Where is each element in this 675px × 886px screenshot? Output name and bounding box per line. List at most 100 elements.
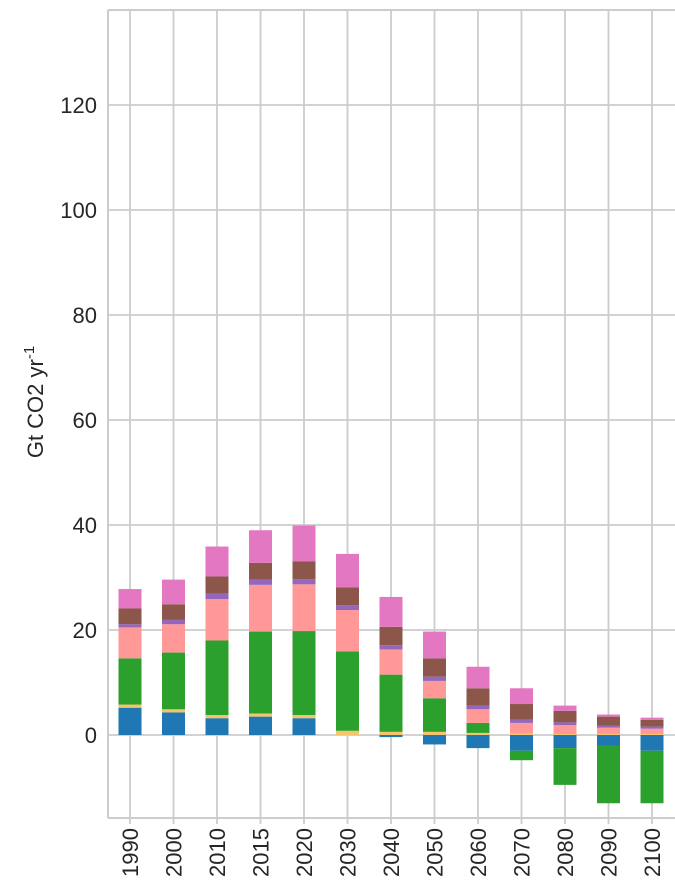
x-tick-label: 2090	[597, 828, 622, 877]
bar-segment-purple	[510, 719, 533, 723]
bar-segment-blue	[553, 735, 577, 749]
bar-segment-pink	[379, 596, 403, 627]
bar-segment-pink	[162, 579, 185, 605]
bar-segment-salmon	[640, 728, 664, 734]
bar-segment-blue	[162, 712, 185, 735]
x-tick-label: 2015	[249, 828, 274, 877]
x-tick-label: 2030	[336, 828, 361, 877]
bar-segment-green	[162, 652, 185, 710]
bar-segment-brown	[379, 626, 403, 646]
bar-segment-blue	[379, 735, 403, 738]
bar-segment-yellow	[205, 715, 229, 719]
bar-segment-salmon	[205, 599, 229, 641]
bar-segment-brown	[510, 704, 533, 720]
bar-segment-purple	[597, 725, 620, 728]
bar-segment-pink	[640, 717, 664, 720]
bar-segment-yellow	[640, 733, 664, 735]
bar-segment-green	[118, 658, 142, 705]
bar-segment-pink	[466, 666, 490, 689]
bar-segment-purple	[118, 624, 142, 628]
bar-segment-blue	[292, 718, 316, 735]
bar-segment-salmon	[118, 627, 142, 659]
bar-segment-salmon	[379, 649, 403, 675]
bar-segment-blue	[423, 735, 446, 745]
bar-segment-purple	[292, 579, 316, 585]
bar-segment-green	[466, 722, 490, 733]
y-tick-label: 0	[85, 723, 97, 748]
bar-segment-purple	[205, 593, 229, 600]
bar-segment-yellow	[597, 733, 620, 735]
y-tick-label: 80	[73, 303, 97, 328]
x-tick-label: 2070	[510, 828, 535, 877]
bar-segment-green	[336, 651, 359, 731]
bar-segment-purple	[466, 705, 490, 710]
bar-segment-purple	[553, 722, 577, 726]
bar-segment-brown	[423, 658, 446, 677]
bar-segment-salmon	[466, 709, 490, 723]
bar-segment-brown	[553, 710, 577, 723]
bar-segment-brown	[249, 562, 272, 580]
bar-segment-blue	[510, 735, 533, 751]
bar-segment-brown	[118, 608, 142, 625]
bar-segment-yellow	[118, 704, 142, 708]
bar-segment-salmon	[597, 727, 620, 734]
bar-segment-brown	[640, 719, 664, 727]
bar-segment-yellow	[423, 731, 446, 735]
bar-segment-blue	[640, 735, 664, 751]
bar-segment-pink	[423, 631, 446, 659]
bar-segment-green	[423, 698, 446, 732]
bar-segment-brown	[336, 587, 359, 606]
bar-segment-purple	[640, 726, 664, 729]
bar-segment-pink	[292, 525, 316, 562]
y-axis-label-text: Gt CO2 yr	[23, 359, 48, 458]
y-tick-label: 40	[73, 513, 97, 538]
x-tick-label: 2040	[379, 828, 404, 877]
bar-segment-yellow	[336, 730, 359, 735]
bar-segment-yellow	[379, 731, 403, 735]
x-tick-label: 2100	[640, 828, 665, 877]
bar-segment-salmon	[162, 624, 185, 653]
bar-segment-blue	[205, 718, 229, 735]
y-axis-label-superscript: -1	[21, 346, 38, 359]
bar-segment-pink	[205, 546, 229, 577]
bar-segment-brown	[466, 688, 490, 706]
bar-segment-yellow	[292, 715, 316, 719]
bar-segment-purple	[423, 676, 446, 681]
bar-segment-salmon	[336, 610, 359, 652]
x-tick-label: 2050	[423, 828, 448, 877]
x-tick-label: 2060	[466, 828, 491, 877]
bar-segment-salmon	[423, 680, 446, 699]
bar-segment-purple	[249, 579, 272, 585]
y-tick-label: 100	[60, 198, 97, 223]
bar-segment-yellow	[510, 733, 533, 735]
bar-segment-pink	[553, 705, 577, 711]
bar-segment-salmon	[249, 584, 272, 632]
bar-segment-purple	[379, 645, 403, 650]
x-tick-label: 2080	[553, 828, 578, 877]
bar-segment-green	[553, 748, 577, 785]
x-tick-label: 2010	[205, 828, 230, 877]
bar-segment-green	[640, 750, 664, 804]
y-axis-label: Gt CO2 yr-1	[21, 346, 48, 458]
bar-segment-yellow	[249, 713, 272, 717]
bar-segment-purple	[162, 619, 185, 625]
y-tick-label: 20	[73, 618, 97, 643]
bar-segment-green	[292, 631, 316, 716]
bar-segment-pink	[336, 553, 359, 588]
bar-segment-yellow	[553, 733, 577, 735]
bar-segment-green	[249, 631, 272, 714]
bar-segment-salmon	[292, 584, 316, 632]
bar-segment-yellow	[162, 709, 185, 713]
bar-segment-pink	[510, 688, 533, 705]
bar-segment-brown	[205, 576, 229, 594]
bar-segment-blue	[466, 735, 490, 749]
bar-segment-green	[205, 640, 229, 716]
bar-segment-pink	[118, 589, 142, 609]
bar-segment-brown	[292, 561, 316, 580]
x-tick-label: 2000	[162, 828, 187, 877]
bar-segment-blue	[249, 716, 272, 735]
bar-segment-pink	[249, 530, 272, 563]
bar-segment-pink	[597, 714, 620, 717]
